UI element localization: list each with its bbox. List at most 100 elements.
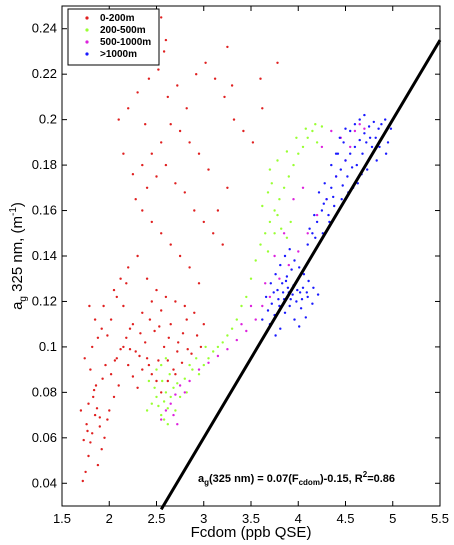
point-0-200m <box>230 84 234 87</box>
point-1000m <box>274 273 277 276</box>
point-0-200m <box>178 254 182 258</box>
point-200-500m <box>270 182 273 185</box>
point-500-1000m <box>353 129 357 133</box>
point-0-200m <box>232 118 236 121</box>
point-0-200m <box>177 341 180 344</box>
point-0-200m <box>188 266 191 269</box>
point-500-1000m <box>261 304 264 308</box>
point-0-200m <box>127 266 130 269</box>
point-0-200m <box>112 395 116 399</box>
point-0-200m <box>81 479 85 483</box>
point-200-500m <box>160 413 163 417</box>
point-500-1000m <box>297 250 300 253</box>
point-0-200m <box>98 425 102 428</box>
point-0-200m <box>141 209 144 212</box>
point-0-200m <box>150 152 153 155</box>
point-200-500m <box>166 407 169 410</box>
point-0-200m <box>276 61 279 64</box>
point-0-200m <box>221 243 224 246</box>
point-0-200m <box>166 359 169 362</box>
point-500-1000m <box>320 145 324 149</box>
point-0-200m <box>185 318 188 321</box>
point-0-200m <box>100 448 103 451</box>
point-500-1000m <box>176 423 179 426</box>
x-tick-label: 4.5 <box>336 511 354 526</box>
point-200-500m <box>245 295 248 299</box>
point-0-200m <box>190 352 193 355</box>
point-0-200m <box>128 348 132 351</box>
point-1000m <box>374 136 377 139</box>
point-1000m <box>340 198 343 201</box>
point-0-200m <box>89 368 92 371</box>
legend-label-gt-1000m: >1000m <box>100 49 137 60</box>
point-500-1000m <box>174 393 177 396</box>
point-1000m <box>320 209 324 212</box>
point-0-200m <box>169 243 172 246</box>
point-0-200m <box>259 77 262 80</box>
point-1000m <box>323 182 326 185</box>
point-1000m <box>361 152 364 155</box>
y-tick-label: 0.06 <box>32 430 57 445</box>
point-0-200m <box>100 327 103 330</box>
point-1000m <box>298 325 301 328</box>
point-1000m <box>315 220 319 224</box>
point-0-200m <box>88 304 91 308</box>
point-1000m <box>270 302 273 305</box>
point-200-500m <box>268 220 272 224</box>
point-0-200m <box>108 409 111 412</box>
legend-label-200-500m: 200-500m <box>100 25 146 36</box>
point-1000m <box>302 273 306 276</box>
point-0-200m <box>145 186 149 189</box>
point-0-200m <box>141 163 144 167</box>
point-0-200m <box>136 91 139 94</box>
point-1000m <box>334 175 338 178</box>
point-0-200m <box>166 95 169 99</box>
point-200-500m <box>164 391 168 394</box>
point-200-500m <box>280 227 283 230</box>
point-1000m <box>269 282 272 285</box>
point-0-200m <box>226 186 229 189</box>
point-200-500m <box>268 168 272 171</box>
point-0-200m <box>193 311 196 314</box>
point-0-200m <box>193 209 196 212</box>
point-1000m <box>367 125 371 128</box>
point-0-200m <box>131 173 135 176</box>
point-1000m <box>308 227 311 230</box>
plot-area <box>61 5 441 507</box>
point-1000m <box>353 123 357 126</box>
point-200-500m <box>261 204 264 208</box>
point-200-500m <box>162 400 166 403</box>
point-200-500m <box>285 236 289 239</box>
point-500-1000m <box>358 123 361 126</box>
point-0-200m <box>83 357 86 360</box>
point-0-200m <box>261 107 264 110</box>
data-points <box>79 16 393 483</box>
point-200-500m <box>172 386 175 389</box>
point-500-1000m <box>301 186 305 189</box>
point-1000m <box>317 191 321 194</box>
point-1000m <box>346 175 349 178</box>
point-0-200m <box>148 318 152 321</box>
point-0-200m <box>134 350 137 353</box>
point-0-200m <box>172 368 175 371</box>
point-200-500m <box>249 277 253 280</box>
point-200-500m <box>216 345 220 349</box>
point-1000m <box>311 232 314 235</box>
point-1000m <box>350 166 354 169</box>
point-200-500m <box>169 395 172 399</box>
point-500-1000m <box>164 409 168 412</box>
point-200-500m <box>240 304 243 308</box>
point-1000m <box>298 291 302 294</box>
point-0-200m <box>144 341 147 344</box>
point-1000m <box>327 213 330 217</box>
point-500-1000m <box>287 263 290 267</box>
legend-marker-500-1000m <box>85 40 89 44</box>
point-0-200m <box>112 288 116 292</box>
point-0-200m <box>169 323 172 326</box>
point-0-200m <box>106 418 109 421</box>
point-0-200m <box>199 345 203 349</box>
point-0-200m <box>145 357 149 360</box>
point-0-200m <box>169 123 172 126</box>
x-tick-label: 1.5 <box>53 511 71 526</box>
point-0-200m <box>178 129 182 133</box>
